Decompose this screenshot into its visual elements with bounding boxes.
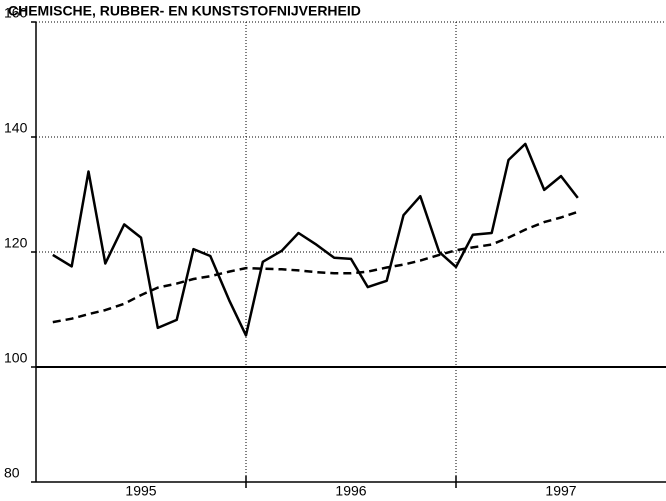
y-tick-label: 120	[4, 235, 28, 251]
series-line	[52, 210, 579, 324]
chart-title: CHEMISCHE, RUBBER- EN KUNSTSTOFNIJVERHEI…	[8, 3, 361, 19]
x-tick-label: 1996	[335, 483, 366, 499]
x-tick-label: 1997	[545, 483, 576, 499]
y-tick-label: 160	[4, 5, 28, 21]
x-tick-label: 1995	[125, 483, 156, 499]
y-tick-label: 80	[4, 465, 20, 481]
series-line	[52, 142, 579, 337]
y-tick-label: 140	[4, 120, 28, 136]
y-tick-label: 100	[4, 350, 28, 366]
